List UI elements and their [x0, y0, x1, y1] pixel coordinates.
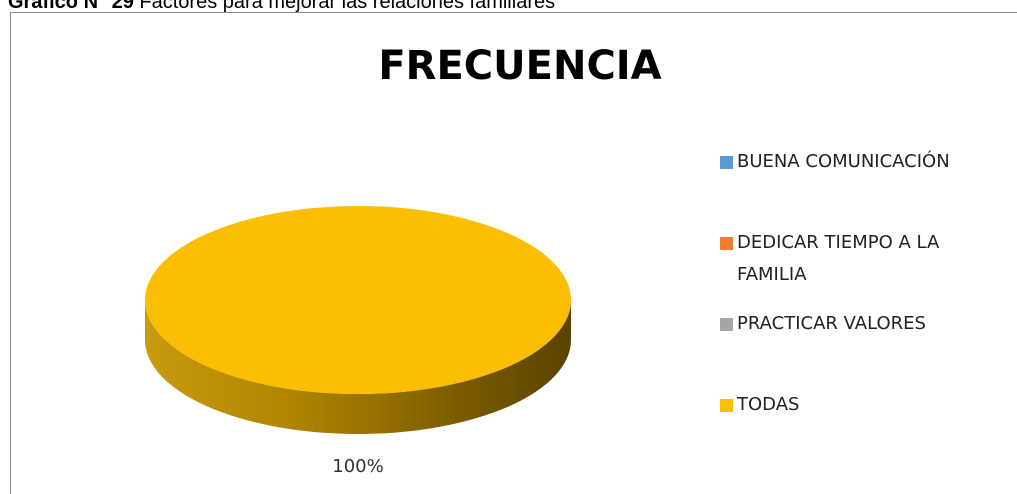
chart-title: FRECUENCIA [378, 43, 661, 89]
legend-item: DEDICAR TIEMPO A LA FAMILIA [720, 227, 982, 291]
legend-item: BUENA COMUNICACIÓN [720, 146, 982, 178]
legend-item: TODAS [720, 389, 982, 421]
chart-frame [10, 12, 1017, 494]
legend-label: BUENA COMUNICACIÓN [737, 151, 950, 172]
legend-item: PRACTICAR VALORES [720, 308, 982, 340]
pie-side [145, 300, 571, 434]
legend-swatch [720, 399, 733, 412]
pie-slice [145, 206, 571, 394]
legend-swatch [720, 318, 733, 331]
caption-label: Gráfico N° 29 [8, 0, 134, 13]
caption: Gráfico N° 29 Factores para mejorar las … [8, 0, 555, 14]
legend-label: DEDICAR TIEMPO A LA FAMILIA [737, 232, 940, 285]
legend-swatch [720, 237, 733, 250]
data-label: 100% [332, 456, 383, 477]
legend-label: PRACTICAR VALORES [737, 313, 926, 334]
legend-label: TODAS [737, 394, 800, 415]
legend-swatch [720, 156, 733, 169]
caption-text: Factores para mejorar las relaciones fam… [139, 0, 556, 13]
